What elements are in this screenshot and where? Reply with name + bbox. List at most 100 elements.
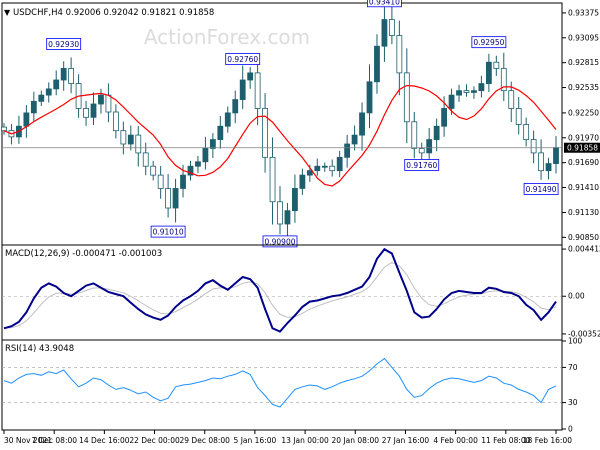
candle-body	[299, 174, 306, 189]
price-label-box	[523, 183, 559, 195]
candle-body	[388, 19, 395, 36]
open-value: 0.92006	[66, 8, 101, 18]
candle-body	[403, 72, 410, 123]
candle-body	[381, 19, 388, 47]
candle-body	[359, 112, 365, 136]
price-label-text: 0.93410	[369, 0, 400, 6]
candle-body	[60, 68, 67, 81]
time-tick-label: 18 Feb 16:00	[523, 436, 572, 445]
candle-body	[195, 161, 201, 167]
candle-body	[463, 90, 470, 93]
candle-body	[500, 68, 507, 92]
candle-body	[493, 61, 500, 69]
candle-body	[553, 147, 559, 164]
time-tick-label: 4 Feb 00:00	[433, 436, 478, 445]
candle-body	[112, 111, 119, 132]
price-label-text: 0.92930	[48, 40, 79, 49]
candle-body	[508, 90, 515, 109]
symbol-label: USDCHF,H4	[13, 8, 63, 18]
time-tick-label: 7 Dec 08:00	[31, 436, 77, 445]
candle-body	[45, 88, 52, 96]
candle-body	[68, 68, 75, 84]
price-label-box	[471, 36, 507, 49]
candle-body	[441, 108, 448, 127]
candle-body	[38, 94, 45, 102]
price-label-box	[150, 225, 186, 238]
candle-body	[30, 100, 37, 114]
price-label-box	[404, 159, 440, 171]
rsi-line	[3, 357, 557, 408]
price-tick-label: 0.93375	[568, 8, 599, 17]
candle-body	[344, 143, 351, 158]
macd-signal-line	[3, 261, 557, 329]
candle-body	[448, 94, 455, 109]
candle-body	[239, 79, 246, 100]
candle-body	[530, 139, 537, 154]
macd-axis: 0.004412 0.00 -0.003528	[2, 245, 600, 338]
current-price-rect	[564, 142, 600, 153]
candle-body	[485, 61, 492, 84]
close-value: 0.91858	[179, 8, 214, 18]
candle-body	[1, 126, 7, 132]
candle-body	[217, 125, 224, 140]
low-value: 0.91821	[141, 8, 176, 18]
candle-body	[254, 72, 261, 109]
candle-body	[172, 188, 179, 209]
candle-body	[120, 130, 127, 145]
candle-body	[157, 174, 164, 189]
rsi-tick-label: 30	[568, 398, 578, 407]
price-label-box	[367, 0, 402, 8]
price-axis: 0.93375 0.93095 0.92815 0.92535 0.92250 0.919…	[562, 8, 599, 242]
candle-body	[306, 170, 313, 176]
candle-body	[284, 210, 291, 225]
price-label-box	[225, 53, 261, 65]
candle-body	[456, 90, 462, 96]
rsi-title: RSI(14) 43.9048	[5, 344, 74, 354]
candle-body	[374, 45, 380, 83]
candle-body	[202, 148, 209, 163]
price-header: USDCHF,H4 0.92006 0.92042 0.91821 0.9185…	[13, 8, 214, 18]
high-value: 0.92042	[103, 8, 138, 18]
price-labels: 0.92930 0.91010 0.92760 0.90900 0.93410 0.917…	[46, 0, 559, 248]
candle-body	[292, 188, 298, 212]
candle-body	[180, 174, 186, 189]
rsi-axis: 100 70 30 0	[2, 337, 583, 434]
price-label-text: 0.91010	[153, 228, 184, 237]
price-tick-label: 0.92815	[568, 58, 599, 67]
rsi-tick-label: 100	[568, 337, 583, 346]
candle-body	[269, 156, 276, 203]
candle-body	[336, 156, 343, 172]
rsi-tick-label: 0	[568, 425, 573, 434]
candle-body	[418, 148, 425, 154]
candle-body	[366, 81, 373, 114]
price-tick-label: 0.91970	[568, 133, 599, 142]
candle-body	[53, 79, 60, 90]
candle-body	[426, 139, 433, 154]
candle-body	[83, 108, 89, 118]
time-tick-label: 29 Dec 08:00	[180, 436, 231, 445]
candle-body	[478, 83, 485, 92]
moving-average-line	[3, 84, 557, 187]
price-panel: ▼ USDCHF,H4 0.92006 0.92042 0.91821 0.91…	[1, 0, 600, 248]
price-tick-label: 0.91130	[568, 208, 599, 217]
symbol-dropdown-icon[interactable]: ▼	[4, 8, 11, 17]
current-price-box: 0.91858	[564, 142, 600, 153]
price-label-text: 0.91490	[526, 185, 557, 194]
candle-body	[90, 103, 97, 118]
candle-body	[142, 152, 149, 167]
candle-body	[23, 112, 30, 127]
candle-body	[314, 165, 321, 172]
time-tick-label: 22 Dec 00:00	[129, 436, 180, 445]
rsi-panel-frame	[1, 339, 563, 431]
price-label-text: 0.92950	[473, 38, 504, 47]
candle-body	[262, 108, 268, 158]
macd-title: MACD(12,26,9) -0.000471 -0.001003	[5, 249, 162, 259]
price-tick-label: 0.91690	[568, 158, 599, 167]
candle-body	[396, 35, 403, 74]
candle-body	[523, 124, 530, 140]
time-tick-label: 20 Jan 08:00	[332, 436, 380, 445]
candle-body	[232, 99, 239, 114]
candle-body	[471, 90, 477, 93]
price-label-box	[262, 235, 298, 248]
